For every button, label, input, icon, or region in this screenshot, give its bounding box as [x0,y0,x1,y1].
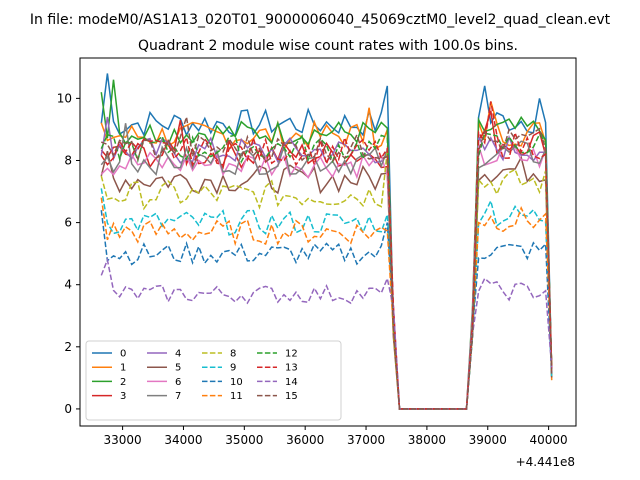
x-axis: 33000 34000 35000 36000 37000 38000 39000 40000 [104,426,568,447]
legend-label-4: 4 [175,349,181,360]
chart-suptitle: In file: modeM0/AS1A13_020T01_9000006040… [30,12,611,28]
x-tick-label: 34000 [164,433,202,447]
legend-label-13: 13 [285,363,298,374]
x-tick-label: 33000 [104,433,142,447]
x-tick-label: 38000 [408,433,446,447]
x-tick-label: 37000 [347,433,385,447]
legend-label-15: 15 [285,391,298,402]
x-tick-label: 40000 [530,433,568,447]
y-tick-label: 6 [64,216,72,230]
y-tick-label: 10 [57,91,72,105]
legend-box [85,340,342,421]
x-offset-label: +4.441e8 [516,455,575,469]
legend-label-2: 2 [120,377,126,388]
legend-label-8: 8 [230,349,236,360]
legend-label-3: 3 [120,391,126,402]
plot-lines [100,73,553,410]
legend-label-7: 7 [175,391,181,402]
chart-title: Quadrant 2 module wise count rates with … [138,38,518,54]
legend-label-9: 9 [230,363,236,374]
y-tick-label: 2 [64,340,72,354]
y-tick-label: 0 [64,402,72,416]
x-tick-label: 39000 [469,433,507,447]
legend-label-12: 12 [285,349,298,360]
series-line-14 [100,257,553,410]
legend-label-14: 14 [285,377,298,388]
legend-label-6: 6 [175,377,181,388]
plot-frame [79,57,577,427]
x-tick-label: 36000 [286,433,324,447]
series-line-11 [100,197,553,410]
legend-label-0: 0 [120,349,126,360]
legend-label-11: 11 [230,391,243,402]
y-axis: 0 2 4 6 8 10 [57,91,80,416]
series-line-10 [100,210,553,410]
legend-label-5: 5 [175,363,181,374]
y-tick-label: 4 [64,278,72,292]
legend-label-10: 10 [230,377,243,388]
y-tick-label: 8 [64,153,72,167]
legend-label-1: 1 [120,363,126,374]
x-tick-label: 35000 [225,433,263,447]
series-line-15 [101,116,553,410]
